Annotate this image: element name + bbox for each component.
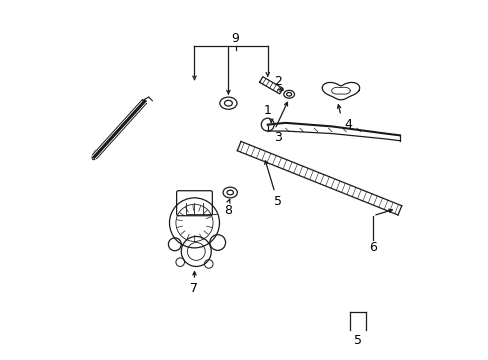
Text: 3: 3	[274, 131, 282, 144]
Text: 5: 5	[353, 334, 361, 347]
Text: 9: 9	[231, 32, 239, 45]
Text: 2: 2	[274, 75, 282, 88]
Text: 5: 5	[274, 195, 282, 208]
Text: 6: 6	[368, 241, 376, 255]
Text: 7: 7	[190, 283, 198, 296]
Text: 8: 8	[224, 204, 232, 217]
Text: 1: 1	[263, 104, 271, 117]
Text: 4: 4	[344, 118, 351, 131]
